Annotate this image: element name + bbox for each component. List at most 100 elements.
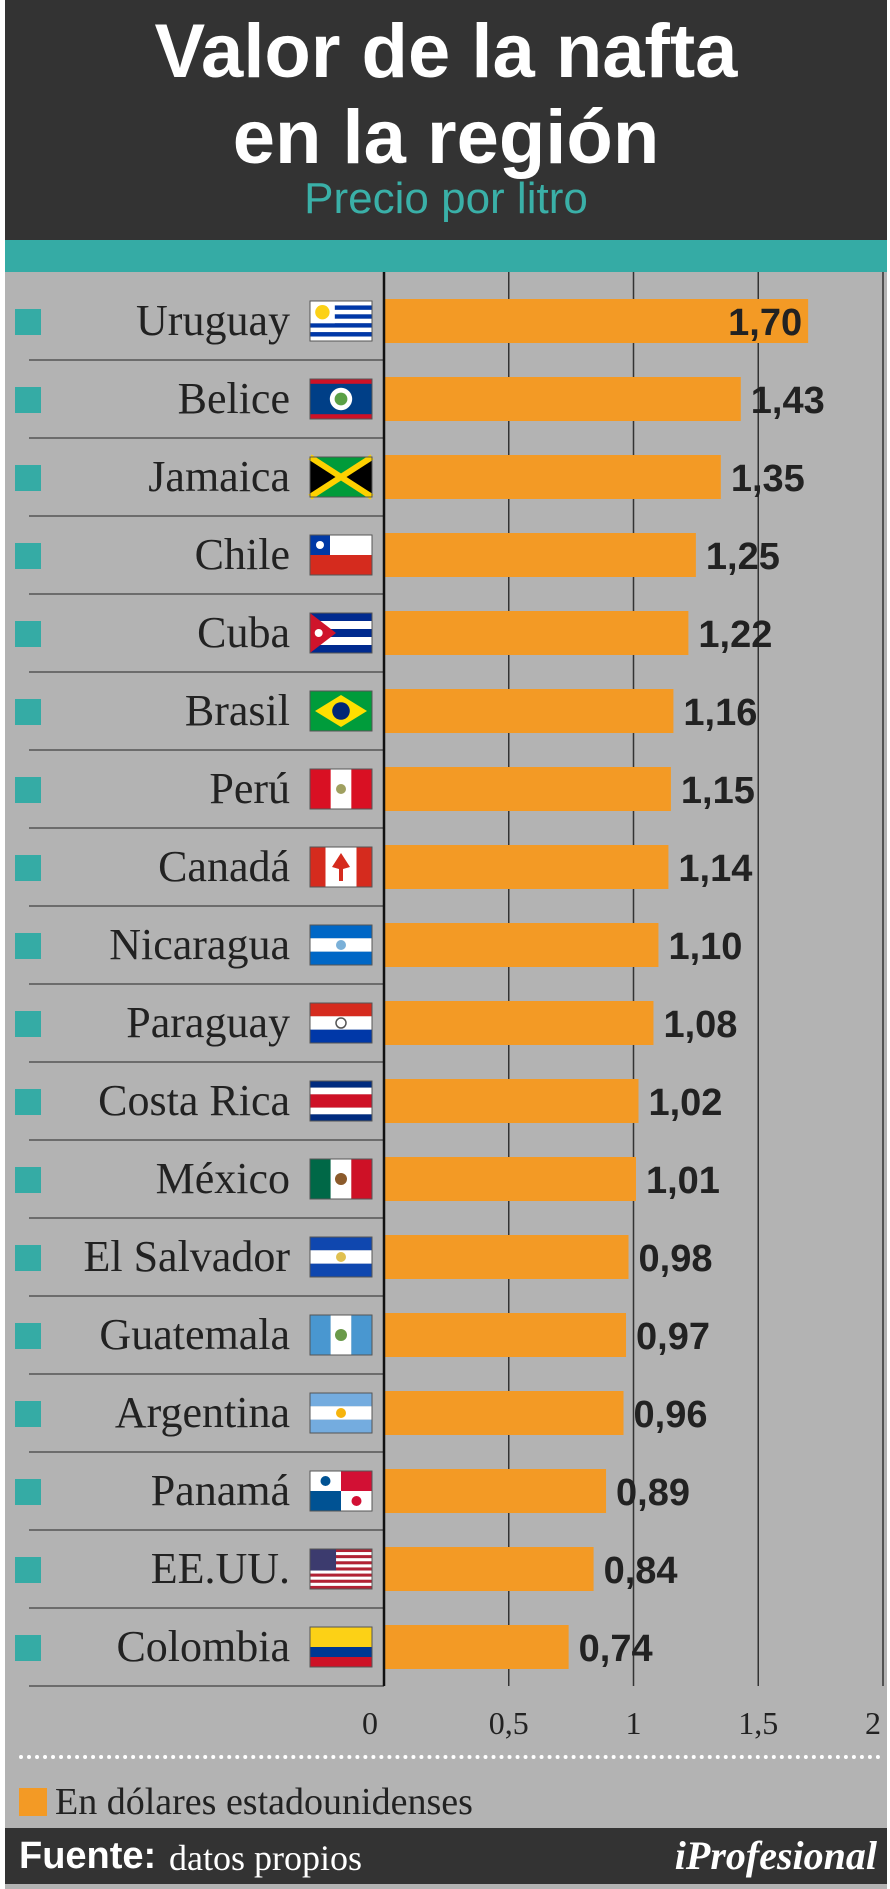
flag-paraguay-icon	[309, 1002, 373, 1044]
data-label: 1,43	[751, 380, 825, 422]
flag-cuba-icon	[309, 612, 373, 654]
category-label: Brasil	[185, 686, 290, 735]
row-bullet	[15, 777, 41, 803]
flag-argentina-icon	[309, 1392, 373, 1434]
bar-chart: Uruguay 1,70 Belice 1,43 Jamaica 1,35 Chile 1,2…	[5, 272, 887, 1750]
row-bullet	[15, 465, 41, 491]
x-tick-label: 1,5	[738, 1705, 778, 1741]
teal-divider-band	[5, 240, 887, 272]
data-label: 1,01	[646, 1160, 720, 1202]
header: Valor de la nafta en la región Precio po…	[5, 0, 887, 240]
category-label: El Salvador	[83, 1232, 290, 1281]
row-bullet	[15, 309, 41, 335]
source-label: Fuente:	[19, 1835, 157, 1877]
bar	[384, 299, 809, 343]
chart-subtitle: Precio por litro	[304, 174, 588, 223]
category-label: Uruguay	[136, 296, 290, 345]
data-label: 0,84	[604, 1550, 678, 1592]
chart-title-line-1: Valor de la nafta	[154, 9, 738, 94]
flag-guatemala-icon	[309, 1314, 373, 1356]
row-bullet	[15, 1167, 41, 1193]
bar	[384, 533, 696, 577]
bar	[384, 1313, 627, 1357]
bar	[384, 689, 674, 733]
bar	[384, 455, 721, 499]
row-bullet	[15, 1089, 41, 1115]
bar	[384, 377, 741, 421]
bar	[384, 1625, 569, 1669]
data-label: 0,98	[639, 1238, 713, 1280]
row-bullet	[15, 699, 41, 725]
row-bullet	[15, 543, 41, 569]
category-label: Panamá	[151, 1466, 290, 1515]
row-bullet	[15, 621, 41, 647]
infographic-frame: Valor de la nafta en la región Precio po…	[5, 0, 887, 1889]
flag-nicaragua-icon	[309, 924, 373, 966]
data-label: 1,22	[698, 614, 772, 656]
flag-brazil-icon	[309, 690, 373, 732]
dotted-separator	[19, 1755, 881, 1759]
x-tick-label: 1	[626, 1705, 642, 1741]
flag-peru-icon	[309, 768, 373, 810]
category-label: Canadá	[158, 842, 290, 891]
flag-canada-icon	[309, 846, 373, 888]
bar	[384, 1235, 629, 1279]
category-label: Paraguay	[126, 998, 290, 1047]
bar-chart-svg: Uruguay 1,70 Belice 1,43 Jamaica 1,35 Chile 1,2…	[15, 272, 884, 1741]
row-bullet	[15, 1323, 41, 1349]
bar	[384, 1001, 654, 1045]
category-label: Nicaragua	[109, 920, 290, 969]
x-tick-label: 0	[362, 1705, 378, 1741]
flag-belize-icon	[309, 378, 373, 420]
row-bullet	[15, 855, 41, 881]
flag-chile-icon	[309, 534, 373, 576]
flag-usa-icon	[309, 1548, 373, 1590]
flag-colombia-icon	[309, 1626, 373, 1668]
flag-panama-icon	[309, 1470, 373, 1512]
bar	[384, 1547, 594, 1591]
data-label: 1,16	[683, 692, 757, 734]
data-label: 1,02	[648, 1082, 722, 1124]
chart-title-line-2: en la región	[232, 95, 660, 180]
data-label: 0,89	[616, 1472, 690, 1514]
data-label: 0,96	[634, 1394, 708, 1436]
flag-costa-rica-icon	[309, 1080, 373, 1122]
flag-jamaica-icon	[308, 454, 374, 500]
data-label: 0,74	[579, 1628, 653, 1670]
flag-el-salvador-icon	[309, 1236, 373, 1278]
row-bullet	[15, 1011, 41, 1037]
bar	[384, 1469, 607, 1513]
flag-mexico-icon	[309, 1158, 373, 1200]
data-label: 1,14	[678, 848, 752, 890]
row-bullet	[15, 1557, 41, 1583]
source-value: datos propios	[169, 1838, 362, 1878]
category-label: Costa Rica	[98, 1076, 290, 1125]
category-label: Argentina	[115, 1388, 290, 1437]
brand-logo: iProfesional	[674, 1833, 877, 1878]
category-label: Belice	[178, 374, 290, 423]
legend-label: En dólares estadounidenses	[55, 1781, 473, 1823]
x-tick-label: 0,5	[489, 1705, 529, 1741]
row-bullet	[15, 933, 41, 959]
bar	[384, 611, 689, 655]
data-label: 1,35	[731, 458, 805, 500]
bar	[384, 1157, 636, 1201]
row-bullet	[15, 1401, 41, 1427]
category-label: Colombia	[116, 1622, 290, 1671]
row-bullet	[15, 1245, 41, 1271]
legend-swatch	[19, 1788, 47, 1816]
category-label: Guatemala	[99, 1310, 290, 1359]
category-label: Chile	[195, 530, 290, 579]
row-bullet	[15, 387, 41, 413]
category-label: EE.UU.	[151, 1544, 290, 1593]
bar	[384, 1079, 639, 1123]
x-tick-label: 2	[865, 1705, 881, 1741]
flag-uruguay-icon	[309, 300, 373, 342]
footer: Fuente: datos propios iProfesional	[5, 1828, 887, 1884]
category-label: Jamaica	[148, 452, 290, 501]
bar	[384, 923, 659, 967]
bar	[384, 845, 669, 889]
bar	[384, 767, 671, 811]
data-label: 1,70	[728, 302, 802, 344]
data-label: 0,97	[636, 1316, 710, 1358]
